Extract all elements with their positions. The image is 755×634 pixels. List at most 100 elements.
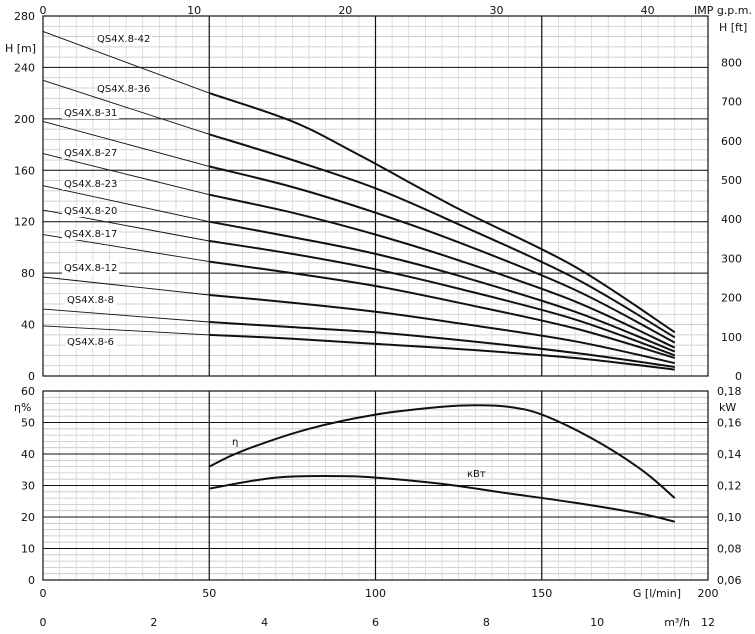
curve-label: QS4X.8-31 [64, 108, 117, 119]
x-m3h-tick-label: 6 [372, 616, 379, 629]
y-right-tick-label: 300 [721, 252, 742, 265]
curve-label: QS4X.8-8 [67, 295, 114, 306]
eta-tick-label: 40 [21, 448, 35, 461]
head-curve [209, 260, 676, 359]
top-tick-label: 0 [40, 4, 47, 17]
power-curve-label: кВт [467, 469, 486, 480]
head-curve [209, 165, 676, 344]
head-curve [209, 193, 676, 349]
y-left-tick-label: 200 [14, 113, 35, 126]
x-m3h-tick-label: 8 [483, 616, 490, 629]
y-left-tick-label: 80 [21, 267, 35, 280]
power-tick-label: 0,08 [717, 543, 742, 556]
eta-tick-label: 0 [28, 574, 35, 587]
curve-label-bg [62, 107, 120, 119]
head-curve [209, 240, 676, 357]
x-lmin-tick-label: 50 [202, 587, 216, 600]
power-tick-label: 0,16 [717, 417, 742, 430]
head-curve [209, 321, 675, 368]
x-m3h-tick-label: 10 [590, 616, 604, 629]
curve-label-bg [95, 83, 153, 95]
y-right-tick-label: 800 [721, 56, 742, 69]
curve-label: QS4X.8-6 [67, 337, 114, 348]
head-curve-thin [42, 234, 210, 263]
head-curve-thin [42, 308, 210, 323]
top-tick-label: 30 [489, 4, 503, 17]
x-m3h-axis-label: m³/h [664, 616, 690, 629]
head-curve-thin [42, 120, 210, 167]
x-lmin-tick-label: 100 [365, 587, 386, 600]
x-m3h-tick-label: 4 [261, 616, 268, 629]
y-right-axis-label: H [ft] [719, 21, 747, 34]
y-left-tick-label: 0 [28, 370, 35, 383]
head-curve [209, 220, 676, 353]
eta-tick-label: 20 [21, 511, 35, 524]
y-right-tick-label: 200 [721, 292, 742, 305]
power-tick-label: 0,14 [717, 448, 742, 461]
x-lmin-axis-label: G [l/min] [633, 587, 681, 600]
labels: QS4X.8-42 QS4X.8-36 QS4X.8-31 QS4X.8-27 QS4X… [5, 4, 752, 629]
y-left-tick-label: 120 [14, 216, 35, 229]
x-m3h-tick-label: 0 [40, 616, 47, 629]
y-left-tick-label: 40 [21, 319, 35, 332]
curve-label-bg [62, 228, 120, 240]
head-frame [42, 15, 709, 377]
curve-label-bg [62, 262, 120, 274]
eta-axis-label: η% [14, 401, 31, 414]
curve-label: QS4X.8-12 [64, 263, 117, 274]
head-curve-thin [42, 79, 210, 135]
head-curve [209, 294, 676, 365]
head-curve-thin [42, 276, 210, 296]
curve-label-bg [62, 178, 120, 190]
head-curve [209, 333, 675, 371]
y-left-tick-label: 280 [14, 10, 35, 23]
curve-label: QS4X.8-42 [97, 34, 150, 45]
grid [42, 15, 709, 581]
y-right-tick-label: 400 [721, 213, 742, 226]
top-tick-label: 10 [187, 4, 201, 17]
head-curve-thin [42, 185, 210, 223]
curve-label-bg [62, 147, 120, 159]
efficiency-curve [208, 404, 676, 499]
curve-label-bg [65, 336, 117, 348]
curves [42, 30, 676, 523]
power-tick-label: 0,12 [717, 480, 742, 493]
head-curve-thin [42, 153, 210, 196]
y-right-tick-label: 700 [721, 96, 742, 109]
x-lmin-tick-label: 200 [698, 587, 719, 600]
curve-label-bg [62, 205, 120, 217]
power-tick-label: 0,18 [717, 385, 742, 398]
y-right-tick-label: 0 [735, 370, 742, 383]
head-curve [209, 133, 676, 339]
eta-tick-label: 30 [21, 480, 35, 493]
y-right-tick-label: 100 [721, 331, 742, 344]
curve-label: QS4X.8-36 [97, 84, 150, 95]
head-curve [208, 92, 676, 334]
y-left-axis-label: H [m] [5, 42, 36, 55]
curve-label: QS4X.8-23 [64, 179, 117, 190]
curve-label: QS4X.8-17 [64, 229, 117, 240]
power-curve [209, 475, 676, 523]
efficiency-frame [42, 390, 709, 581]
x-lmin-tick-label: 150 [531, 587, 552, 600]
eta-tick-label: 50 [21, 417, 35, 430]
head-curve-thin [42, 209, 210, 242]
y-left-tick-label: 240 [14, 61, 35, 74]
head-curve-thin [42, 325, 210, 336]
y-left-tick-label: 160 [14, 164, 35, 177]
curve-label-bg [65, 294, 117, 306]
power-tick-label: 0,06 [717, 574, 742, 587]
eta-tick-label: 60 [21, 385, 35, 398]
curve-label: QS4X.8-27 [64, 148, 117, 159]
top-tick-label: 40 [641, 4, 655, 17]
power-axis-label: kW [719, 401, 736, 414]
efficiency-curve-label: η [232, 437, 238, 448]
x-m3h-tick-label: 2 [150, 616, 157, 629]
power-tick-label: 0,10 [717, 511, 742, 524]
top-axis-label: IMP g.p.m. [694, 4, 752, 17]
x-m3h-tick-label: 12 [701, 616, 715, 629]
y-right-tick-label: 600 [721, 135, 742, 148]
head-curve-thin [42, 30, 210, 94]
top-tick-label: 20 [338, 4, 352, 17]
